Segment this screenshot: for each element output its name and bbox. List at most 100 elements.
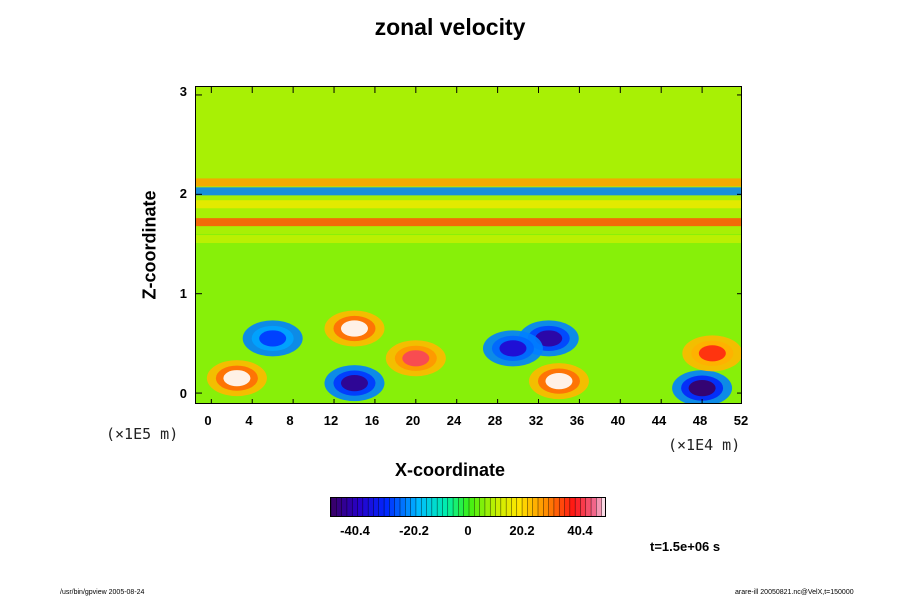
colorbar-step <box>463 498 470 516</box>
x-tick-label: 32 <box>528 413 544 428</box>
colorbar-step <box>474 498 481 516</box>
field-feature <box>698 345 726 362</box>
colorbar-step <box>336 498 343 516</box>
y-tick-label: 2 <box>179 186 187 201</box>
x-tick-label: 40 <box>610 413 626 428</box>
colorbar-step <box>394 498 401 516</box>
colorbar-step <box>453 498 459 516</box>
y-tick-label: 1 <box>179 286 187 301</box>
colorbar-step <box>516 498 523 516</box>
colorbar-step <box>378 498 385 516</box>
x-tick-label: 20 <box>405 413 421 428</box>
x-tick-label: 4 <box>245 413 253 428</box>
colorbar-step <box>357 498 364 516</box>
colorbar-step <box>500 498 507 516</box>
colorbar-step <box>506 498 512 516</box>
colorbar-step <box>415 498 422 516</box>
colorbar-step <box>426 498 433 516</box>
x-tick-label: 36 <box>569 413 585 428</box>
colorbar-step <box>538 498 544 516</box>
colorbar-tick-label: 0 <box>464 523 472 538</box>
colorbar <box>330 497 606 517</box>
field-feature <box>340 375 368 392</box>
field-band <box>196 235 741 244</box>
colorbar-gradient <box>331 498 605 516</box>
colorbar-step <box>569 498 576 516</box>
colorbar-tick-label: 40.4 <box>567 523 593 538</box>
field-band <box>196 200 741 209</box>
field-lower-layer <box>196 234 741 403</box>
x-tick-label: 24 <box>446 413 462 428</box>
field-feature <box>499 340 527 357</box>
field-band <box>196 218 741 227</box>
chart-title: zonal velocity <box>374 14 526 40</box>
colorbar-step <box>580 498 587 516</box>
field-feature <box>545 373 573 390</box>
colorbar-step <box>362 498 369 516</box>
colorbar-step <box>490 498 497 516</box>
colorbar-step <box>352 498 359 516</box>
field-band <box>196 187 741 196</box>
y-axis-title: Z-coordinate <box>139 190 160 300</box>
colorbar-step <box>368 498 374 516</box>
colorbar-step <box>341 498 348 516</box>
colorbar-step <box>384 498 390 516</box>
colorbar-step <box>596 498 603 516</box>
colorbar-step <box>458 498 465 516</box>
colorbar-step <box>522 498 528 516</box>
x-tick-label: 52 <box>733 413 749 428</box>
colorbar-tick-label: -20.2 <box>399 523 429 538</box>
colorbar-step <box>447 498 454 516</box>
colorbar-step <box>405 498 412 516</box>
colorbar-step <box>442 498 449 516</box>
time-label: t=1.5e+06 s <box>650 539 721 554</box>
x-tick-label: 48 <box>692 413 708 428</box>
field-feature <box>535 330 563 347</box>
field-band <box>196 178 741 187</box>
colorbar-step <box>389 498 396 516</box>
colorbar-step <box>421 498 428 516</box>
field-feature <box>223 370 251 387</box>
field-feature <box>688 380 716 397</box>
field-feature <box>340 320 368 337</box>
colorbar-step <box>495 498 502 516</box>
colorbar-step <box>548 498 555 516</box>
colorbar-step <box>575 498 581 516</box>
colorbar-step <box>484 498 491 516</box>
colorbar-step <box>431 498 438 516</box>
colorbar-tick-label: -40.4 <box>340 523 370 538</box>
colorbar-step <box>553 498 560 516</box>
footer-right: arare-ill 20050821.nc@VelX,t=150000 <box>735 589 854 596</box>
colorbar-step <box>331 498 337 516</box>
x-axis-title: X-coordinate <box>394 460 505 480</box>
colorbar-step <box>437 498 443 516</box>
field-feature <box>402 350 430 367</box>
x-scale-note: (×1E4 m) <box>668 436 741 454</box>
colorbar-step <box>346 498 353 516</box>
colorbar-step <box>591 498 597 516</box>
x-tick-label: 28 <box>487 413 503 428</box>
colorbar-step <box>479 498 486 516</box>
colorbar-step <box>564 498 571 516</box>
y-tick-label: 3 <box>179 84 187 99</box>
x-tick-label: 0 <box>204 413 212 428</box>
x-tick-label: 44 <box>651 413 667 428</box>
colorbar-step <box>585 498 592 516</box>
colorbar-step <box>469 498 475 516</box>
colorbar-step <box>527 498 534 516</box>
colorbar-step <box>400 498 406 516</box>
colorbar-step <box>601 498 605 516</box>
colorbar-tick-label: 20.2 <box>509 523 535 538</box>
colorbar-step <box>511 498 518 516</box>
y-scale-note: (×1E5 m) <box>106 425 179 443</box>
colorbar-step <box>410 498 417 516</box>
colorbar-step <box>373 498 380 516</box>
field-feature <box>259 330 287 347</box>
velocity-field <box>196 87 741 403</box>
colorbar-step <box>559 498 566 516</box>
x-tick-label: 8 <box>286 413 294 428</box>
x-tick-label: 12 <box>323 413 339 428</box>
colorbar-step <box>532 498 539 516</box>
colorbar-step <box>543 498 550 516</box>
y-tick-label: 0 <box>179 386 187 401</box>
